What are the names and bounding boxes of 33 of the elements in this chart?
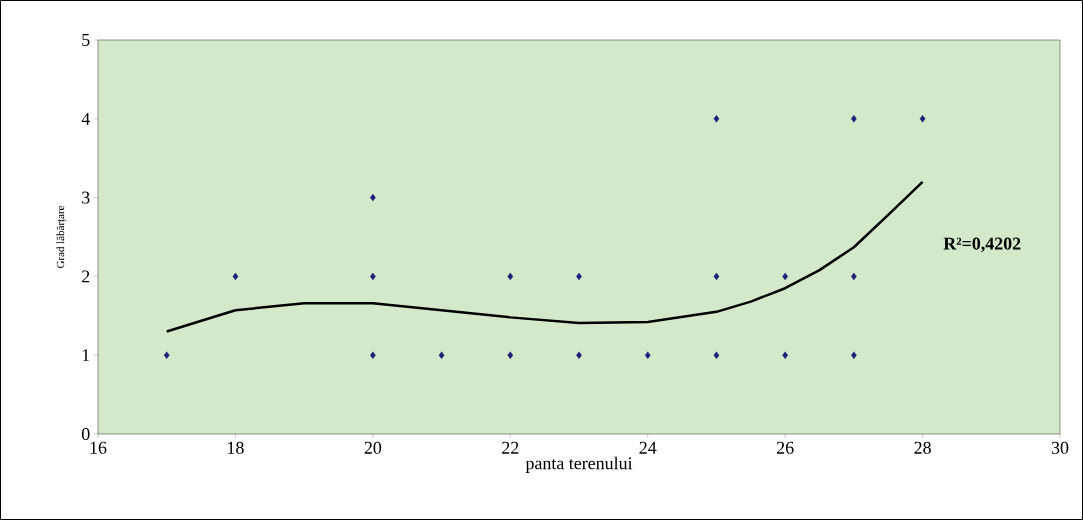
point	[851, 351, 857, 359]
point	[438, 351, 445, 359]
x-axis-title: panta terenului	[525, 456, 633, 473]
y-axis-title: Grad lăbărțare	[56, 205, 67, 269]
y-tick-label: 3	[82, 191, 90, 204]
point	[370, 351, 376, 359]
x-tick-label: 18	[228, 441, 244, 454]
point	[782, 351, 788, 359]
y-tick-label: 5	[82, 34, 90, 46]
x-tick-label: 16	[90, 441, 107, 454]
x-tick-label: 20	[364, 441, 382, 454]
y-tick-label: 1	[82, 349, 90, 362]
point	[713, 351, 720, 359]
annotation: R²=0,4202	[943, 237, 1021, 253]
point	[232, 272, 239, 281]
x-tick-label: 28	[914, 441, 931, 454]
y-tick-label: 0	[81, 427, 90, 441]
point	[507, 351, 514, 359]
y-tick-label: 2	[82, 270, 90, 283]
line-series	[165, 180, 924, 333]
x-tick-label: 24	[639, 441, 657, 454]
y-tick-label: 4	[81, 112, 90, 125]
point	[644, 351, 651, 359]
x-tick-label: 30	[1051, 441, 1069, 454]
point	[576, 351, 582, 359]
point	[163, 351, 170, 359]
x-tick-label: 26	[776, 441, 794, 454]
point	[507, 272, 514, 281]
point	[713, 115, 720, 123]
x-tick-label: 22	[502, 441, 519, 454]
point	[851, 115, 857, 123]
point	[919, 115, 926, 123]
point	[713, 272, 720, 281]
